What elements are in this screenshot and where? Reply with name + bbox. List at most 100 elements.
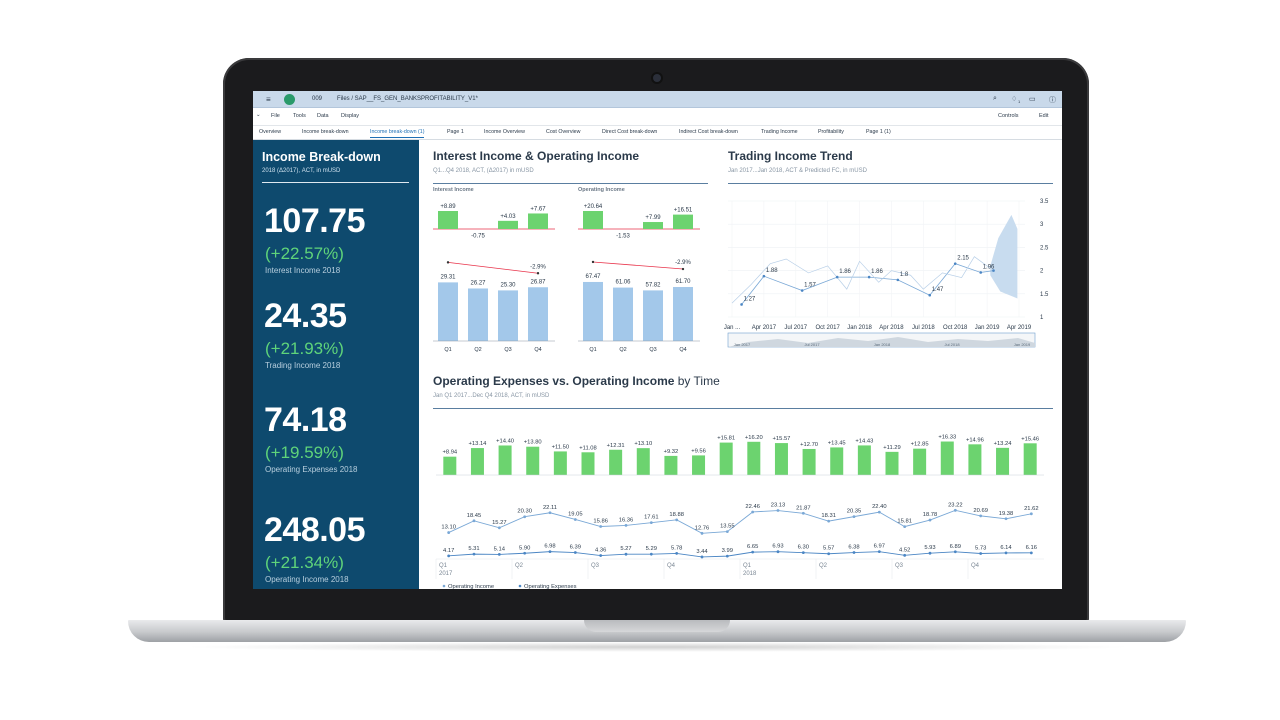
forecast-band <box>990 214 1018 299</box>
variance-bar <box>553 451 567 475</box>
variance-label: +12.85 <box>911 442 929 448</box>
tab-page-1-1[interactable]: Page 1 (1) <box>866 129 891 135</box>
category-label: Q4 <box>679 347 686 353</box>
tab-profitability[interactable]: Profitability <box>818 129 844 135</box>
tab-page-1[interactable]: Page 1 <box>447 129 464 135</box>
opex-chart-title: Operating Expenses vs. Operating Income … <box>433 374 720 388</box>
interest-income-chart[interactable]: Interest Income +8.89 -0.75 +4.03 +7.67 29.31… <box>428 185 713 360</box>
tab-income-overview[interactable]: Income Overview <box>484 129 525 135</box>
data-point <box>827 519 831 523</box>
kpi-value[interactable]: 74.18 <box>264 401 347 439</box>
trend-point <box>446 261 450 264</box>
kpi-label: Operating Expenses 2018 <box>265 465 358 474</box>
data-label: 5.78 <box>671 545 682 551</box>
data-label: 6.38 <box>848 545 859 551</box>
data-label: 15.81 <box>897 519 912 525</box>
data-point <box>762 274 766 278</box>
navigator-label: Jan 2018 <box>874 342 891 347</box>
variance-label: +12.70 <box>800 442 818 448</box>
variance-label: +4.03 <box>500 214 516 220</box>
kpi-value[interactable]: 248.05 <box>264 511 366 549</box>
kpi-value[interactable]: 107.75 <box>264 202 366 240</box>
tab-indirect-cost[interactable]: Indirect Cost break-down <box>679 129 738 135</box>
data-label: 6.14 <box>1000 545 1012 551</box>
x-tick-label: Apr 2018 <box>879 325 904 331</box>
variance-label: +16.20 <box>745 435 763 441</box>
tab-cost-overview[interactable]: Cost Overview <box>546 129 581 135</box>
menu-display[interactable]: Display <box>341 113 360 119</box>
y-tick-label: 3 <box>1040 222 1044 228</box>
opex-title-suffix: by Time <box>674 374 720 388</box>
menu-data[interactable]: Data <box>317 113 329 119</box>
data-label: 1.27 <box>744 296 756 302</box>
search-icon[interactable]: ⌕ <box>993 95 997 102</box>
menu-tools[interactable]: Tools <box>293 113 306 119</box>
x-tick-label: Q1 <box>743 563 752 569</box>
navigator-area <box>728 337 1035 347</box>
notifications-icon[interactable]: ♢ <box>1011 96 1018 103</box>
data-label: 22.40 <box>872 504 887 510</box>
data-label: 18.88 <box>669 512 684 518</box>
x-tick-label: Jul 2017 <box>784 325 807 331</box>
data-point <box>700 555 704 559</box>
trend-line <box>447 261 539 274</box>
data-label: 1.88 <box>766 268 778 274</box>
variance-label: +15.46 <box>1021 436 1039 442</box>
data-point <box>599 554 603 557</box>
controls-button[interactable]: Controls <box>998 113 1019 119</box>
data-point <box>835 275 839 279</box>
panel-label: Operating Income <box>578 187 625 193</box>
x-tick-label: Q2 <box>819 563 828 569</box>
menu-icon[interactable]: ≡ <box>266 95 271 104</box>
value-label: 67.47 <box>585 274 601 280</box>
avatar[interactable] <box>284 94 295 105</box>
tab-direct-cost[interactable]: Direct Cost break-down <box>602 129 658 135</box>
data-label: 23.13 <box>771 503 786 509</box>
x-tick-label: Oct 2018 <box>943 325 968 331</box>
data-point <box>649 521 653 525</box>
variance-label: +16.33 <box>938 435 956 441</box>
navigator-label: Jan 2019 <box>1014 342 1031 347</box>
collapse-icon[interactable]: ⌄ <box>256 112 261 118</box>
value-label: 29.31 <box>440 274 456 280</box>
data-label: 15.27 <box>492 520 507 526</box>
edit-button[interactable]: Edit <box>1039 113 1049 119</box>
help-icon[interactable]: ⓘ <box>1049 97 1056 104</box>
variance-bar <box>583 211 603 229</box>
tab-overview[interactable]: Overview <box>259 129 282 135</box>
trend-label: -2.9% <box>675 260 691 266</box>
kpi-value[interactable]: 24.35 <box>264 297 347 335</box>
opex-vs-income-chart[interactable]: +8.94 +13.14 +14.40 +13.80 +11.50 +11.08 +12.3… <box>428 411 1058 589</box>
variance-bar <box>996 447 1010 475</box>
data-point <box>979 552 983 555</box>
data-label: 4.52 <box>899 547 910 553</box>
tab-income-break-down-1[interactable]: Income break-down (1) <box>370 129 425 138</box>
data-point <box>447 531 451 534</box>
tab-income-break-down[interactable]: Income break-down <box>302 129 349 135</box>
data-point <box>877 510 881 514</box>
variance-bar <box>940 441 954 475</box>
category-label: Q3 <box>649 347 656 353</box>
trend-line <box>741 263 994 305</box>
data-point <box>953 508 957 512</box>
chat-icon[interactable]: ▭ <box>1029 96 1036 103</box>
variance-bar <box>774 443 788 475</box>
data-point <box>877 550 881 554</box>
tab-trading-income[interactable]: Trading Income <box>761 129 798 135</box>
data-point <box>903 553 907 557</box>
variance-label: +11.50 <box>552 444 569 450</box>
breadcrumb[interactable]: Files / SAP__FS_GEN_BANKSPROFITABILITY_V… <box>337 96 478 102</box>
menu-file[interactable]: File <box>271 113 280 119</box>
x-tick-label: Apr 2017 <box>752 325 777 331</box>
data-point <box>953 262 957 265</box>
variance-label: +13.80 <box>524 440 542 446</box>
value-bar <box>498 290 518 341</box>
panel-subtitle: 2018 (Δ2017), ACT, in mUSD <box>262 168 341 174</box>
trading-income-chart[interactable]: 1 1.5 2 2.5 3 3.5 Jan ... Apr 2017 Jul 2017 Oct 2… <box>723 189 1058 359</box>
value-bar <box>583 281 603 341</box>
variance-label: +9.32 <box>664 449 679 455</box>
data-point <box>1029 551 1033 555</box>
data-label: 3.99 <box>722 548 733 554</box>
divider <box>433 183 708 184</box>
value-bar <box>673 287 693 341</box>
